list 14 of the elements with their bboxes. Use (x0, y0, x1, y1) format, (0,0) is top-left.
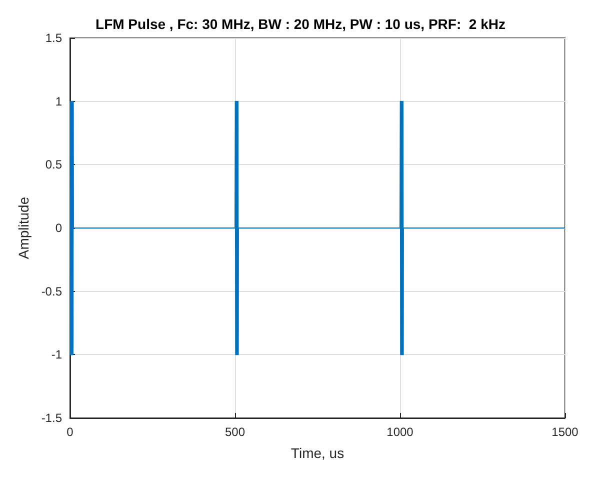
x-tick-label: 1500 (552, 425, 579, 439)
x-axis-title: Time, us (290, 445, 344, 461)
x-tick-label: 500 (224, 425, 246, 439)
y-tick-label: 0.5 (45, 158, 62, 172)
x-tick-label: 0 (66, 425, 74, 439)
y-tick-label: -0.5 (41, 284, 62, 298)
y-tick-label: -1 (51, 348, 62, 362)
y-tick-label: 1 (55, 94, 62, 108)
y-axis-title: Amplitude (15, 196, 32, 260)
y-tick-label: 0 (55, 221, 62, 235)
y-tick-label: -1.5 (41, 411, 62, 425)
x-tick-label: 1000 (386, 425, 414, 439)
y-tick-label: 1.5 (45, 31, 62, 45)
chart-title: LFM Pulse , Fc: 30 MHz, BW : 20 MHz, PW : 10 us, PRF: 2 kHz (96, 16, 506, 32)
